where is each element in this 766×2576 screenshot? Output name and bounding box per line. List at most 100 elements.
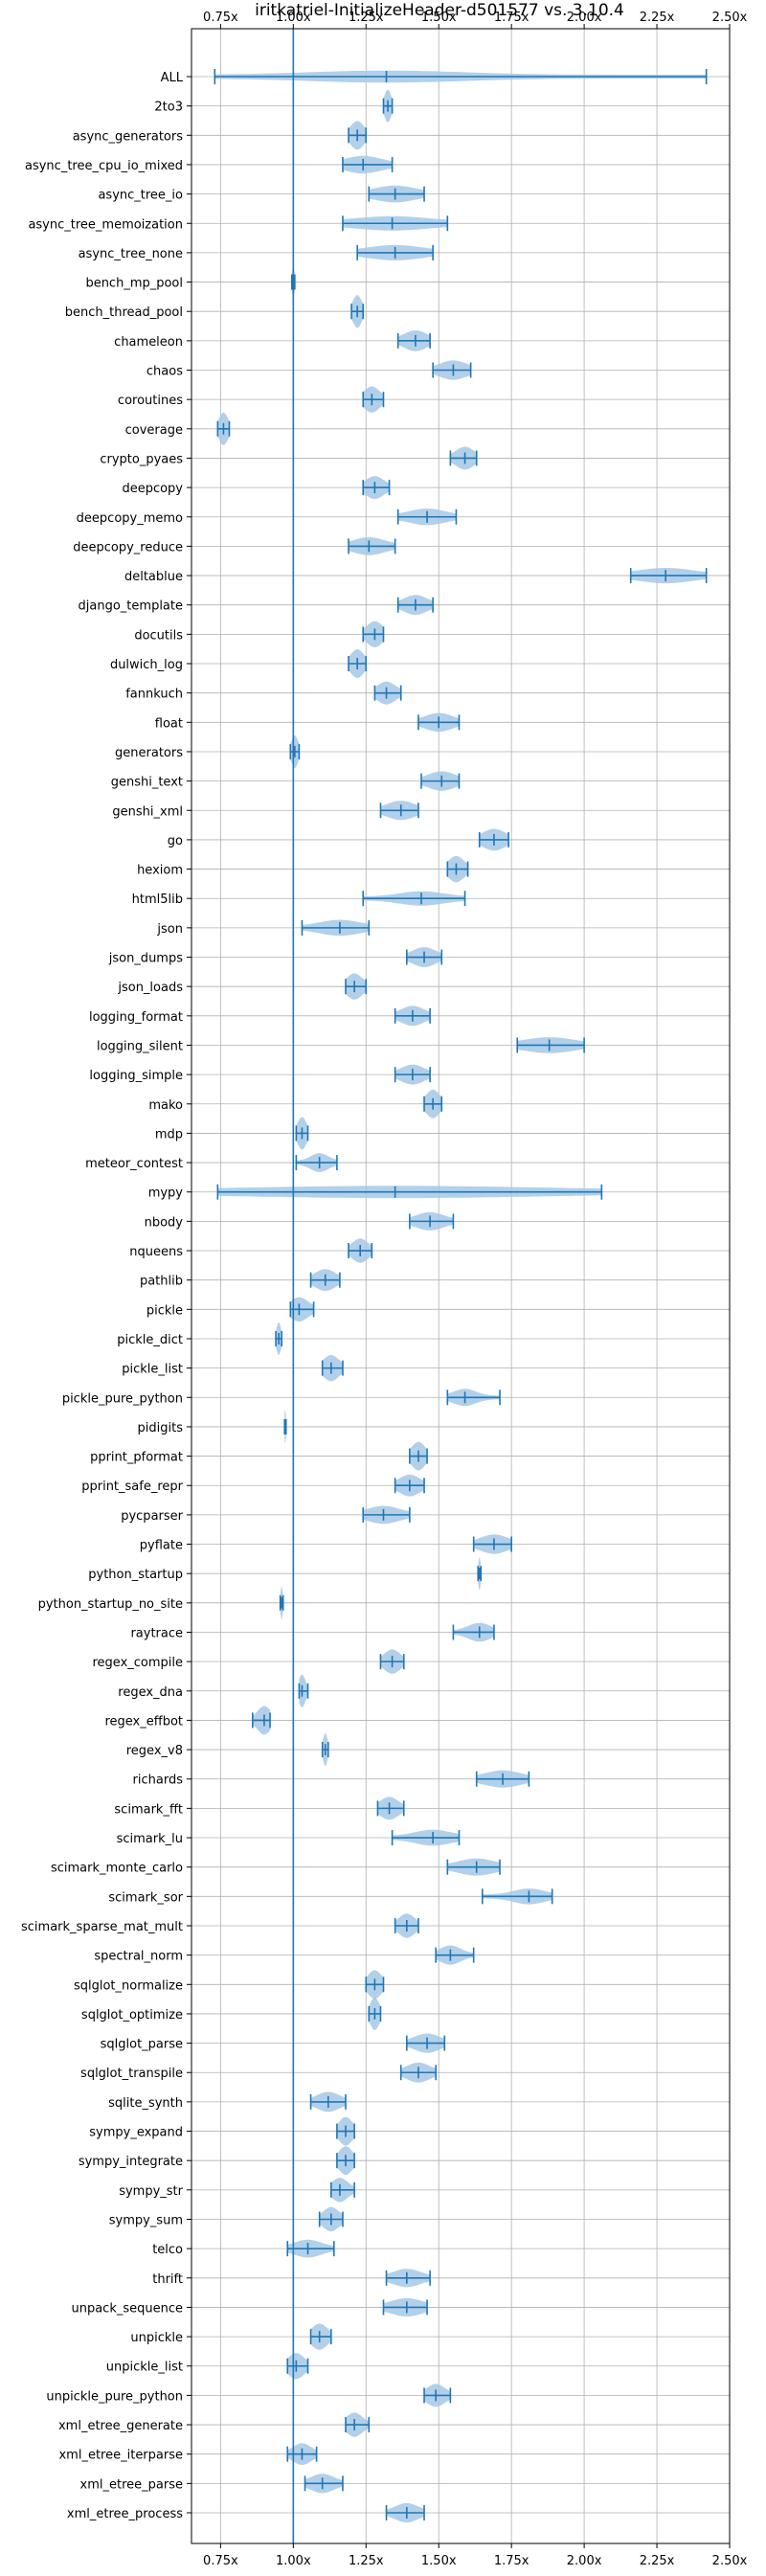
y-tick-label: scimark_sor [108, 1890, 183, 1905]
y-tick-label: sympy_expand [89, 2126, 183, 2140]
y-tick-label: unpickle_list [106, 2361, 183, 2375]
x-tick-label-top: 0.75x [203, 11, 238, 25]
y-tick-label: bench_thread_pool [65, 305, 183, 320]
y-tick-label: dulwich_log [110, 658, 183, 672]
y-tick-label: python_startup [88, 1568, 183, 1582]
x-tick-label-top: 2.00x [567, 11, 602, 25]
chart-title: iritkatriel-InitializeHeader-d501577 vs.… [255, 1, 624, 20]
y-tick-label: fannkuch [125, 688, 183, 702]
y-tick-label: pycparser [121, 1509, 183, 1524]
y-tick-label: 2to3 [154, 101, 183, 115]
y-tick-label: spectral_norm [94, 1950, 183, 1964]
y-tick-label: sympy_str [119, 2184, 183, 2199]
x-tick-label-bottom: 2.50x [712, 2554, 748, 2568]
y-tick-label: regex_v8 [126, 1744, 183, 1758]
y-tick-label: chaos [146, 365, 183, 379]
y-tick-label: async_tree_cpu_io_mixed [25, 159, 183, 173]
y-tick-label: python_startup_no_site [38, 1597, 183, 1612]
y-tick-label: raytrace [130, 1626, 183, 1640]
y-tick-label: telco [152, 2243, 183, 2257]
y-tick-label: logging_format [89, 1010, 183, 1025]
y-tick-label: mdp [155, 1127, 183, 1141]
y-tick-label: pidigits [138, 1421, 184, 1435]
y-tick-label: sqlglot_transpile [80, 2067, 183, 2081]
y-tick-label: nbody [145, 1215, 184, 1230]
y-tick-label: xml_etree_iterparse [58, 2449, 183, 2463]
y-tick-label: sqlglot_normalize [74, 1978, 183, 1993]
y-tick-label: sqlite_synth [108, 2096, 183, 2111]
y-tick-label: generators [115, 746, 183, 760]
y-tick-label: thrift [152, 2272, 183, 2287]
y-tick-label: mako [148, 1098, 183, 1113]
y-tick-label: sympy_sum [109, 2213, 183, 2227]
y-tick-label: chameleon [114, 335, 183, 350]
y-tick-label: ALL [161, 71, 184, 85]
y-tick-label: mypy [148, 1186, 184, 1201]
x-tick-label-top: 1.75x [494, 11, 529, 25]
y-tick-label: scimark_lu [117, 1832, 183, 1846]
y-tick-label: json_dumps [108, 952, 183, 966]
y-tick-label: logging_silent [97, 1039, 183, 1053]
y-tick-label: regex_effbot [104, 1714, 183, 1729]
y-tick-label: xml_etree_generate [58, 2419, 183, 2433]
y-tick-label: pyflate [140, 1539, 183, 1553]
y-tick-label: pprint_pformat [90, 1451, 183, 1465]
y-tick-label: xml_etree_parse [80, 2477, 183, 2492]
y-tick-label: json [156, 922, 183, 937]
y-tick-label: pickle [146, 1303, 183, 1318]
y-tick-label: coroutines [118, 394, 183, 408]
y-tick-label: deepcopy [122, 482, 183, 496]
x-tick-label-bottom: 0.75x [203, 2554, 238, 2568]
y-tick-label: logging_simple [89, 1069, 183, 1083]
plot-frame [191, 28, 731, 2544]
y-tick-label: pickle_pure_python [62, 1391, 183, 1406]
y-tick-label: unpack_sequence [71, 2301, 183, 2316]
y-tick-label: genshi_text [111, 776, 183, 790]
y-tick-label: nqueens [129, 1245, 183, 1259]
y-tick-label: float [155, 716, 183, 731]
y-tick-label: django_template [79, 599, 183, 614]
y-tick-label: html5lib [132, 893, 183, 907]
violins [214, 29, 708, 2543]
y-tick-label: pickle_dict [117, 1333, 183, 1347]
y-tick-label: coverage [125, 423, 183, 438]
y-tick-label: scimark_fft [114, 1802, 183, 1817]
y-tick-label: sqlglot_optimize [81, 2008, 183, 2022]
y-tick-label: richards [133, 1774, 184, 1788]
y-tick-label: unpickle [130, 2331, 183, 2345]
y-tick-label: docutils [134, 628, 183, 643]
y-tick-label: deltablue [124, 570, 183, 584]
y-tick-label: xml_etree_process [67, 2507, 183, 2521]
x-tick-label-top: 1.50x [421, 11, 457, 25]
y-tick-label: async_tree_io [98, 189, 183, 203]
axes: 0.75x 0.75x 1.00x 1.00x 1.25x 1.25x 1.50x 1.50x… [21, 11, 748, 2568]
x-tick-label-top: 1.00x [276, 11, 311, 25]
x-tick-label-bottom: 1.25x [349, 2554, 384, 2568]
y-tick-label: sympy_integrate [79, 2155, 183, 2169]
y-tick-label: pprint_safe_repr [81, 1480, 183, 1494]
y-tick-label: regex_dna [118, 1685, 183, 1700]
y-tick-label: async_generators [73, 129, 184, 144]
y-tick-label: scimark_monte_carlo [51, 1862, 183, 1876]
x-tick-label-bottom: 1.75x [494, 2554, 529, 2568]
y-tick-label: scimark_sparse_mat_mult [21, 1920, 183, 1934]
x-tick-label-bottom: 1.00x [276, 2554, 311, 2568]
y-tick-label: async_tree_none [79, 247, 183, 261]
y-tick-label: deepcopy_reduce [73, 540, 183, 554]
x-tick-label-bottom: 2.00x [567, 2554, 602, 2568]
x-tick-label-top: 1.25x [349, 11, 384, 25]
x-tick-label-bottom: 1.50x [421, 2554, 457, 2568]
y-tick-label: sqlglot_parse [101, 2038, 183, 2052]
grid [192, 29, 731, 2543]
y-tick-label: hexiom [137, 864, 183, 878]
y-tick-label: meteor_contest [85, 1157, 183, 1171]
x-tick-label-bottom: 2.25x [640, 2554, 675, 2568]
x-tick-label-top: 2.50x [712, 11, 748, 25]
y-tick-label: async_tree_memoization [28, 217, 183, 232]
x-tick-label-top: 2.25x [640, 11, 675, 25]
y-tick-label: json_loads [117, 981, 183, 995]
y-tick-label: deepcopy_memo [77, 511, 183, 526]
y-tick-label: unpickle_pure_python [46, 2389, 183, 2404]
y-tick-label: pickle_list [122, 1363, 183, 1377]
